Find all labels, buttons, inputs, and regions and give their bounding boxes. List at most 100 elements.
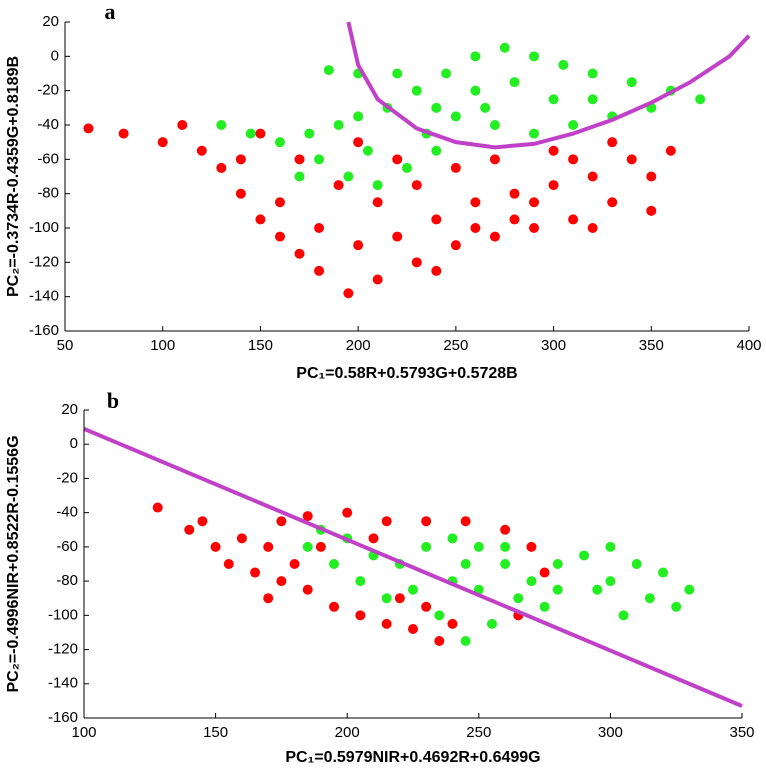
point	[548, 180, 559, 191]
point	[343, 288, 354, 299]
point	[372, 274, 383, 285]
point	[372, 197, 383, 208]
point	[250, 567, 261, 578]
point	[83, 123, 94, 134]
point	[671, 601, 682, 612]
x-tick-label: 150	[248, 337, 273, 354]
boundary-curve	[346, 21, 750, 150]
point	[548, 94, 559, 105]
point	[362, 145, 373, 156]
point	[245, 128, 256, 139]
x-tick-label: 400	[736, 337, 761, 354]
point	[460, 516, 471, 527]
point	[646, 171, 657, 182]
y-tick-label: -160	[48, 709, 78, 726]
y-tick-label: -120	[48, 641, 78, 658]
point	[408, 624, 418, 635]
point	[294, 248, 305, 259]
point	[526, 541, 537, 552]
point	[470, 51, 481, 62]
point	[184, 524, 195, 535]
point	[353, 137, 364, 148]
point	[411, 85, 422, 96]
point	[392, 154, 403, 165]
point	[665, 145, 676, 156]
point	[355, 576, 366, 587]
y-tick-label: 0	[51, 47, 59, 64]
point	[470, 85, 481, 96]
point	[626, 77, 637, 88]
point	[447, 618, 458, 629]
point	[489, 154, 500, 165]
point	[431, 265, 442, 276]
x-tick-label: 200	[346, 337, 371, 354]
point	[223, 559, 234, 569]
point	[408, 584, 418, 595]
point	[441, 68, 452, 79]
point	[605, 576, 616, 587]
point	[605, 541, 616, 552]
y-tick-label: -20	[56, 469, 78, 486]
y-tick-label: -140	[29, 288, 59, 305]
point	[431, 214, 442, 225]
y-tick-label: -40	[56, 504, 78, 521]
point	[274, 231, 285, 242]
point	[607, 197, 618, 208]
point	[329, 601, 340, 612]
point	[447, 533, 458, 544]
point	[500, 541, 511, 552]
point	[381, 593, 392, 604]
point	[276, 576, 287, 587]
y-tick-label: -60	[56, 538, 78, 555]
point	[500, 524, 511, 535]
point	[421, 601, 432, 612]
y-tick-label: -100	[29, 219, 59, 236]
point	[368, 533, 379, 544]
point	[263, 593, 274, 604]
point	[618, 610, 629, 621]
point	[434, 610, 445, 621]
y-tick-label: -80	[37, 185, 59, 202]
point	[450, 162, 461, 173]
point	[302, 511, 313, 522]
point	[274, 137, 285, 148]
point	[329, 559, 340, 569]
point	[529, 128, 540, 139]
x-tick-label: 350	[639, 337, 664, 354]
point	[526, 576, 537, 587]
x-axis-label: PC₁=0.5979NIR+0.4692R+0.6499G	[285, 749, 540, 766]
boundary-curve	[84, 426, 743, 708]
y-tick-label: -20	[37, 82, 59, 99]
x-tick-label: 250	[443, 337, 468, 354]
point	[421, 516, 432, 527]
point	[421, 541, 432, 552]
point	[315, 541, 326, 552]
point	[587, 223, 598, 233]
point	[294, 171, 305, 182]
point	[470, 223, 481, 233]
point	[539, 601, 550, 612]
y-tick-label: -40	[37, 116, 59, 133]
point	[529, 223, 540, 233]
point	[552, 559, 563, 569]
point	[431, 102, 442, 113]
point	[431, 145, 442, 156]
point	[402, 162, 412, 173]
point	[509, 214, 520, 225]
point	[684, 584, 695, 595]
point	[552, 584, 563, 595]
point	[644, 593, 655, 604]
point	[372, 180, 383, 191]
panel-label: a	[105, 0, 116, 24]
point	[579, 550, 590, 561]
point	[152, 502, 163, 513]
x-tick-label: 350	[729, 724, 754, 741]
point	[473, 541, 484, 552]
point	[470, 197, 481, 208]
point	[236, 533, 247, 544]
point	[489, 120, 500, 130]
x-tick-label: 300	[541, 337, 566, 354]
point	[460, 636, 471, 646]
point	[489, 231, 500, 242]
